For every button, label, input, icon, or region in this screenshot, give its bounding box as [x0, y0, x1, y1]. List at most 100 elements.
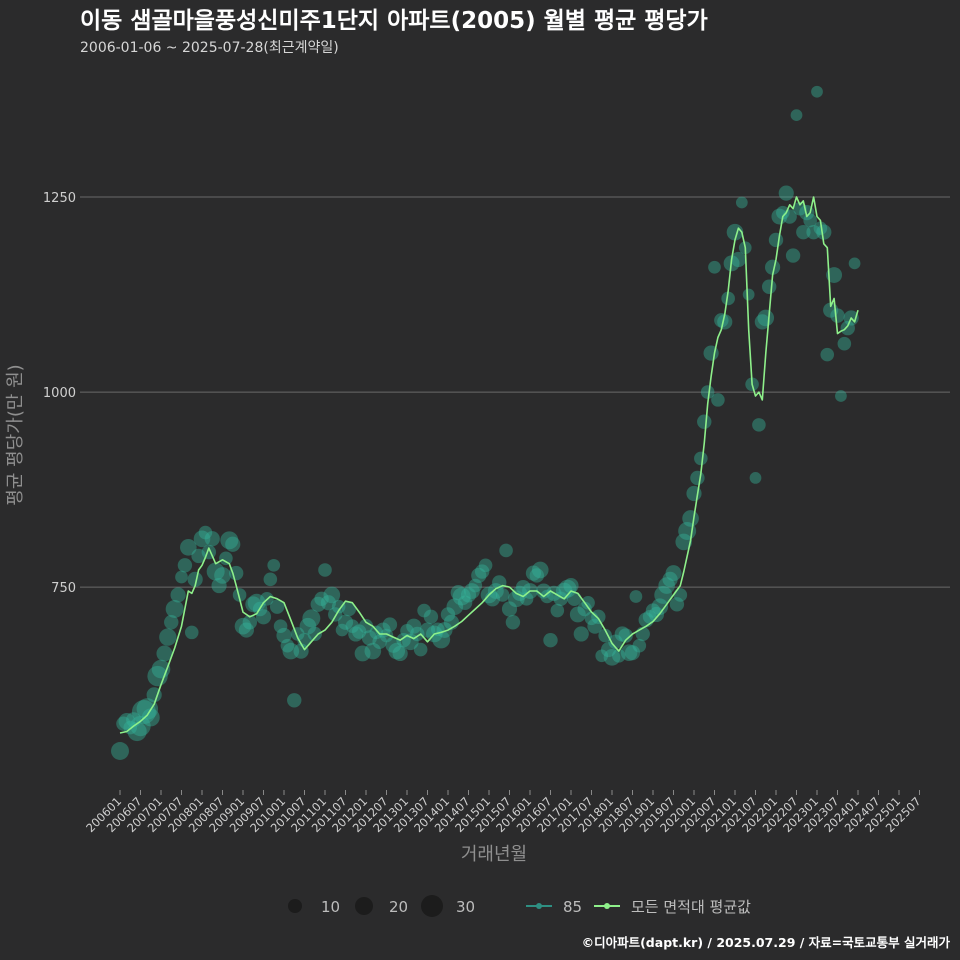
data-point [749, 472, 762, 484]
data-point [361, 630, 378, 646]
data-point [141, 708, 160, 727]
size-legend-label-30: 30 [456, 898, 475, 916]
y-tick-label-1250: 1250 [43, 191, 76, 206]
data-point [618, 628, 633, 643]
data-point [234, 617, 252, 635]
data-point [211, 577, 227, 594]
data-point [214, 567, 231, 584]
data-point [388, 642, 406, 660]
data-point [840, 320, 855, 336]
average-line [119, 196, 859, 734]
data-point [191, 548, 206, 564]
data-point [314, 591, 329, 607]
data-point [471, 567, 487, 584]
data-point [238, 622, 255, 638]
data-point [273, 619, 288, 633]
data-point [581, 595, 595, 610]
data-point [525, 565, 542, 581]
data-point [642, 610, 657, 624]
data-point [164, 615, 179, 630]
data-point [577, 601, 592, 617]
data-point [761, 279, 777, 294]
data-point [245, 596, 262, 613]
data-point [785, 248, 801, 263]
data-point [382, 617, 398, 632]
data-point [764, 259, 781, 275]
data-point [280, 638, 295, 653]
data-point [440, 607, 456, 622]
legend-label-avg: 모든 면적대 평균값 [631, 898, 751, 916]
data-point [450, 585, 466, 601]
data-point [806, 224, 821, 240]
data-point [323, 586, 341, 604]
data-point [299, 617, 317, 635]
data-point [563, 577, 579, 594]
data-point [269, 599, 285, 614]
data-point [187, 571, 203, 587]
data-point [228, 565, 244, 581]
data-point [111, 742, 129, 760]
data-point [519, 592, 534, 606]
data-point [673, 588, 688, 602]
data-point [658, 577, 675, 594]
data-point [267, 558, 281, 572]
data-point [558, 579, 577, 598]
data-point [276, 627, 292, 644]
data-point [624, 645, 641, 661]
data-point [180, 539, 197, 556]
data-point [302, 609, 321, 628]
data-point [591, 609, 606, 624]
data-point [206, 562, 225, 581]
data-point [345, 619, 360, 633]
data-point [320, 595, 337, 611]
data-point [835, 390, 847, 402]
size-legend-label-10: 10 [321, 898, 340, 916]
data-point [130, 715, 151, 737]
data-point [175, 570, 188, 584]
data-point [379, 628, 394, 643]
data-point [778, 185, 794, 201]
data-point [255, 609, 272, 625]
data-point [543, 632, 558, 648]
data-point [776, 205, 790, 220]
data-point [608, 634, 623, 649]
legend-dot-avg [604, 903, 610, 909]
data-point [820, 347, 835, 362]
data-point [790, 109, 803, 121]
data-point [417, 603, 431, 618]
data-point [201, 544, 217, 560]
data-point [651, 598, 669, 615]
data-point [310, 596, 326, 612]
data-point [351, 624, 367, 639]
x-axis-title: 거래년월 [461, 844, 527, 865]
data-point [648, 606, 665, 623]
data-point [603, 649, 621, 666]
data-point [396, 632, 411, 648]
data-point [419, 622, 436, 638]
data-point [501, 601, 518, 617]
data-point [654, 585, 673, 604]
data-point [665, 565, 682, 582]
data-point [754, 314, 770, 330]
data-point [177, 558, 193, 573]
data-point [495, 588, 510, 602]
data-point [550, 603, 565, 618]
data-point [587, 618, 603, 634]
data-point [364, 642, 382, 660]
source-caption: ©디아파트(dapt.kr) / 2025.07.29 / 자료=국토교통부 실… [582, 935, 951, 950]
data-point [354, 645, 371, 662]
data-point [837, 336, 852, 351]
data-point [757, 309, 775, 327]
data-point [263, 572, 278, 587]
data-point [690, 470, 705, 486]
data-point [219, 551, 233, 566]
data-point [307, 626, 322, 642]
legend-label-85: 85 [563, 898, 582, 916]
legend: 10 20 30 85 모든 면적대 평균값 [288, 895, 751, 917]
x-axis-ticks: 2006012006072007012007072008012008072009… [83, 790, 924, 835]
chart-subtitle: 2006-01-06 ~ 2025-07-28(최근계약일) [80, 40, 339, 56]
data-point [170, 587, 186, 603]
data-point [662, 571, 678, 587]
data-point [529, 568, 545, 583]
size-legend-mark-20 [355, 897, 373, 915]
